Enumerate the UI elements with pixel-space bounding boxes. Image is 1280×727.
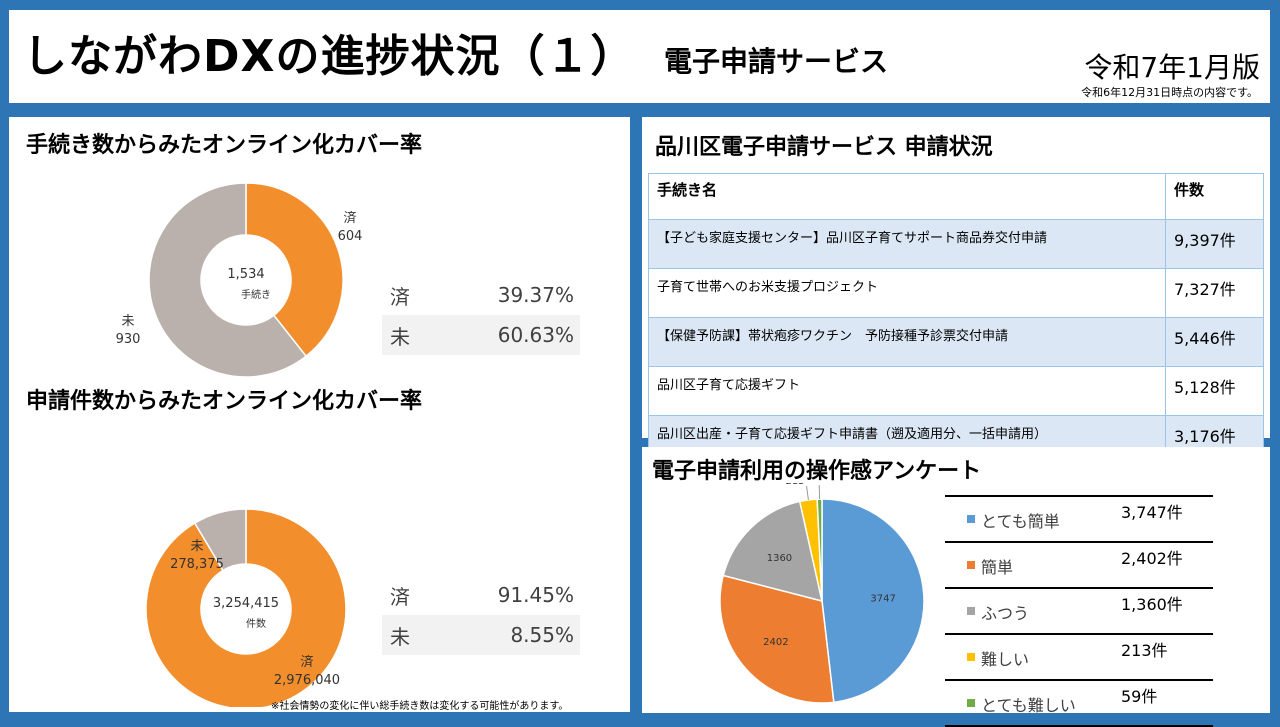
stat-percent: 39.37% (498, 283, 574, 307)
survey-legend: とても簡単 3,747件 簡単 2,402件 ふつう 1,360件 難しい 21… (945, 495, 1213, 727)
stat-percent: 91.45% (498, 583, 574, 607)
slice-label-value: 2,976,040 (274, 673, 340, 688)
slice-label-name: 済 (343, 210, 356, 226)
legend-count: 1,360件 (1121, 591, 1183, 615)
legend-swatch (967, 561, 975, 569)
table-row: 子育て世帯へのお米支援プロジェクト 7,327件 (649, 269, 1264, 318)
legend-item-difficult: 難しい 213件 (945, 635, 1213, 681)
legend-count: 59件 (1121, 683, 1157, 707)
legend-swatch (967, 699, 975, 707)
pie-value-label: 213 (785, 483, 804, 487)
procedure-count: 5,128件 (1166, 367, 1264, 416)
procedure-count: 5,446件 (1166, 318, 1264, 367)
legend-count: 3,747件 (1121, 499, 1183, 523)
legend-swatch (967, 653, 975, 661)
slice-label-name: 済 (300, 654, 313, 670)
survey-panel: 電子申請利用の操作感アンケート 3747 2402 1360 213 59 とても簡単 … (642, 447, 1270, 713)
legend-label: 簡単 (981, 554, 1013, 578)
applications-table: 手続き名 件数 【子ども家庭支援センター】品川区子育てサポート商品券交付申請 9… (648, 173, 1264, 465)
slice-label-value: 930 (116, 332, 141, 347)
legend-swatch (967, 515, 975, 523)
slice-label-name: 未 (121, 314, 134, 329)
applications-stat-notdone: 未 8.55% (382, 615, 580, 655)
procedure-name: 【子ども家庭支援センター】品川区子育てサポート商品券交付申請 (649, 220, 1166, 269)
stat-percent: 8.55% (510, 623, 574, 647)
pie-value-label: 1360 (767, 553, 792, 564)
applications-stats: 済 91.45% 未 8.55% (382, 575, 580, 655)
donut-center-value: 1,534 (227, 267, 264, 282)
legend-item-easy: 簡単 2,402件 (945, 543, 1213, 589)
procedure-name: 【保健予防課】帯状疱疹ワクチン 予防接種予診票交付申請 (649, 318, 1166, 367)
legend-label: とても難しい (981, 692, 1076, 716)
survey-title: 電子申請利用の操作感アンケート (652, 453, 981, 485)
page-subtitle: 電子申請サービス (664, 40, 888, 80)
legend-count: 2,402件 (1121, 545, 1183, 569)
legend-item-normal: ふつう 1,360件 (945, 589, 1213, 635)
applications-table-title: 品川区電子申請サービス 申請状況 (655, 129, 993, 161)
edition-label: 令和7年1月版 (1084, 46, 1260, 86)
table-row: 【保健予防課】帯状疱疹ワクチン 予防接種予診票交付申請 5,446件 (649, 318, 1264, 367)
donut-center-unit: 手続き (241, 288, 271, 301)
page-title: しながわDXの進捗状況（１） (23, 20, 635, 84)
column-header-count: 件数 (1166, 174, 1264, 220)
applications-stat-done: 済 91.45% (382, 575, 580, 615)
legend-item-very-difficult: とても難しい 59件 (945, 681, 1213, 727)
survey-pie-chart: 3747 2402 1360 213 59 (642, 483, 942, 713)
procedure-count: 9,397件 (1166, 220, 1264, 269)
stat-label: 未 (390, 621, 410, 650)
pie-value-label: 3747 (870, 593, 895, 604)
legend-label: 難しい (981, 646, 1029, 670)
header-panel: しながわDXの進捗状況（１） 電子申請サービス 令和7年1月版 令和6年12月3… (9, 10, 1270, 103)
legend-count: 213件 (1121, 637, 1168, 661)
procedures-stat-notdone: 未 60.63% (382, 315, 580, 355)
slice-label-value: 604 (338, 229, 363, 244)
donut-center-unit: 件数 (246, 617, 266, 630)
applications-coverage-title: 申請件数からみたオンライン化カバー率 (26, 383, 422, 415)
table-header-row: 手続き名 件数 (649, 174, 1264, 220)
column-header-name: 手続き名 (649, 174, 1166, 220)
pie-value-label: 2402 (763, 637, 788, 648)
legend-label: とても簡単 (981, 508, 1060, 532)
as-of-note: 令和6年12月31日時点の内容です。 (1081, 84, 1258, 100)
procedure-count: 7,327件 (1166, 269, 1264, 318)
procedure-name: 品川区子育て応援ギフト (649, 367, 1166, 416)
table-row: 品川区子育て応援ギフト 5,128件 (649, 367, 1264, 416)
stat-label: 済 (390, 281, 410, 310)
footnote: ※社会情勢の変化に伴い総手続き数は変化する可能性があります。 (271, 697, 568, 712)
procedure-name: 子育て世帯へのお米支援プロジェクト (649, 269, 1166, 318)
legend-item-very-easy: とても簡単 3,747件 (945, 495, 1213, 543)
stat-label: 済 (390, 581, 410, 610)
table-row: 【子ども家庭支援センター】品川区子育てサポート商品券交付申請 9,397件 (649, 220, 1264, 269)
stat-label: 未 (390, 321, 410, 350)
procedures-coverage-title: 手続き数からみたオンライン化カバー率 (26, 127, 422, 159)
legend-label: ふつう (981, 600, 1029, 624)
donut-center-value: 3,254,415 (213, 596, 279, 611)
slice-label-value: 278,375 (170, 557, 224, 572)
applications-table-panel: 品川区電子申請サービス 申請状況 手続き名 件数 【子ども家庭支援センター】品川… (642, 117, 1270, 438)
procedures-stats: 済 39.37% 未 60.63% (382, 275, 580, 355)
procedures-stat-done: 済 39.37% (382, 275, 580, 315)
pie-value-label: 59 (821, 483, 834, 486)
stat-percent: 60.63% (498, 323, 574, 347)
pie-leader-line (807, 486, 809, 500)
slice-label-name: 未 (190, 539, 203, 554)
legend-swatch (967, 607, 975, 615)
